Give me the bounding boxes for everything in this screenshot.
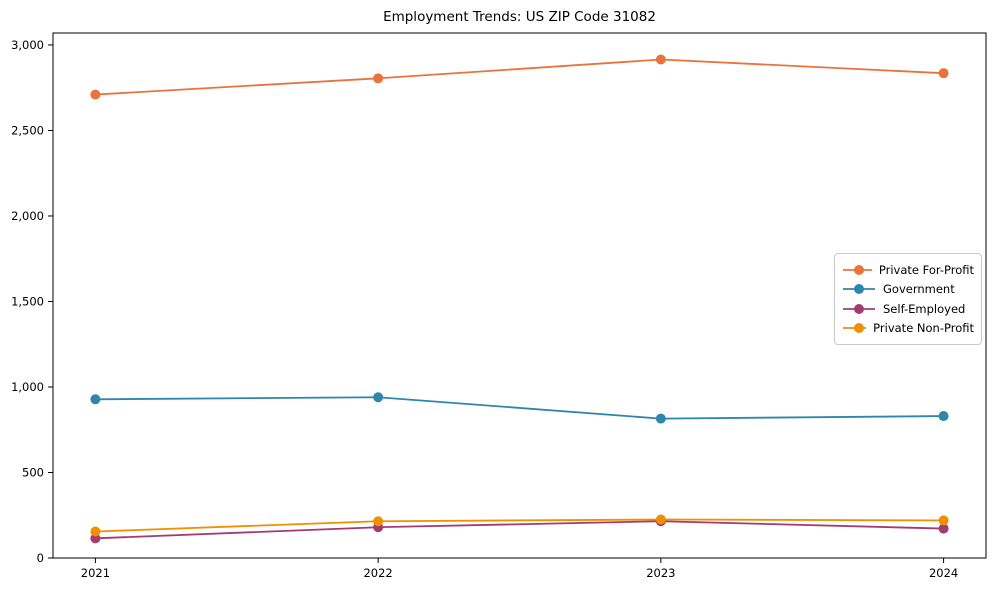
series-point-private-non-profit — [655, 514, 666, 525]
legend-dot-private-non-profit — [854, 323, 864, 334]
series-point-private-non-profit — [938, 515, 949, 526]
series-line-private-non-profit — [95, 518, 944, 533]
y-tick-label: 2,000 — [11, 209, 44, 223]
x-tick-label: 2023 — [646, 566, 675, 580]
series-point-government — [655, 413, 666, 424]
legend-marker-government — [843, 284, 875, 295]
series-point-private-for-profit — [655, 54, 666, 65]
legend-dot-government — [854, 284, 864, 295]
legend-item-private-for-profit: Private For-Profit — [842, 263, 974, 277]
legend-label-private-non-profit: Private Non-Profit — [873, 321, 974, 336]
x-tick-label: 2021 — [81, 566, 110, 580]
series-point-private-non-profit — [90, 526, 101, 537]
series-point-private-for-profit — [90, 89, 101, 100]
legend-item-self-employed: Self-Employed — [842, 302, 974, 316]
plot-border — [52, 32, 987, 559]
series-point-self-employed — [938, 523, 949, 534]
legend-item-government: Government — [842, 282, 974, 296]
legend-label-self-employed: Self-Employed — [883, 301, 966, 316]
legend-label-private-for-profit: Private For-Profit — [878, 262, 974, 277]
y-tick-label: 2,500 — [11, 123, 44, 137]
legend-label-government: Government — [883, 282, 955, 297]
y-tick-label: 1,000 — [11, 380, 44, 394]
y-tick-label: 500 — [22, 465, 44, 479]
legend-marker-private-non-profit — [843, 323, 867, 334]
legend-dot-private-for-profit — [854, 264, 864, 275]
series-line-private-for-profit — [95, 58, 944, 96]
series-point-private-non-profit — [373, 516, 384, 527]
legend-marker-self-employed — [843, 303, 875, 314]
y-tick-label: 1,500 — [11, 294, 44, 308]
x-tick-label: 2022 — [363, 566, 392, 580]
series-point-private-for-profit — [373, 73, 384, 84]
series-line-self-employed — [95, 520, 944, 540]
y-tick-label: 0 — [37, 551, 44, 565]
series-point-government — [938, 411, 949, 422]
series-point-self-employed — [90, 533, 101, 544]
y-tick-label: 3,000 — [11, 38, 44, 52]
legend: Private For-Profit Government Self-Employe… — [834, 253, 982, 345]
legend-marker-private-for-profit — [843, 264, 872, 275]
series-point-government — [90, 394, 101, 405]
legend-dot-self-employed — [854, 303, 864, 314]
series-point-private-for-profit — [938, 68, 949, 79]
chart-title: Employment Trends: US ZIP Code 31082 — [383, 9, 656, 25]
x-tick-label: 2024 — [929, 566, 958, 580]
series-line-government — [95, 396, 944, 420]
legend-item-private-non-profit: Private Non-Profit — [842, 321, 974, 335]
series-point-government — [373, 392, 384, 403]
